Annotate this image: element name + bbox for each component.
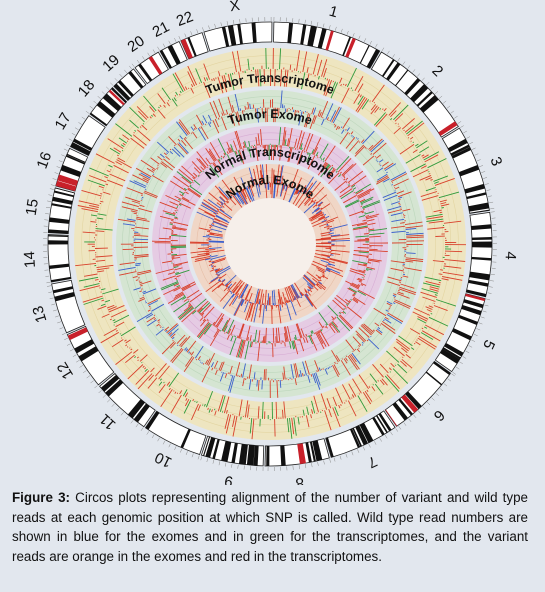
histogram-texture — [75, 47, 467, 440]
track-gridline — [178, 152, 362, 336]
chromosome-label: 17 — [52, 110, 75, 133]
histogram-texture — [160, 127, 388, 360]
histogram-texture — [79, 47, 460, 439]
histogram-texture — [118, 90, 424, 393]
chromosome-label: 2 — [428, 62, 446, 80]
chromosome-label: 1 — [327, 3, 340, 22]
chromosome-label: 8 — [295, 474, 305, 485]
track-gridline — [196, 170, 344, 318]
chromosome-label: 6 — [430, 406, 448, 424]
track-gridline — [165, 139, 375, 349]
center-disc — [224, 198, 316, 290]
chromosome-label: 14 — [21, 251, 39, 269]
track-gridline — [141, 115, 399, 373]
chromosome-label: 9 — [223, 472, 234, 485]
histogram-texture — [189, 164, 350, 325]
caption-label: Figure 3: — [12, 490, 70, 505]
chromosome-label: 4 — [502, 251, 519, 260]
chromosome-label: 5 — [479, 337, 498, 352]
histogram-texture — [117, 96, 425, 399]
ideogram-ticks — [43, 16, 498, 472]
chromosome-label: 18 — [75, 77, 99, 101]
track-gridline — [96, 70, 444, 418]
track-gridline — [134, 108, 406, 380]
chromosome-label: 11 — [96, 410, 119, 433]
histogram-texture — [151, 126, 389, 361]
track-gridline — [158, 132, 382, 356]
chromosome-label: 12 — [54, 359, 77, 382]
histogram-texture — [196, 164, 350, 324]
figure-caption: Figure 3: Circos plots representing alig… — [12, 488, 528, 566]
chromosome-label: 19 — [99, 51, 123, 75]
track-label: Tumor Exome — [226, 107, 314, 128]
chromosome-label: 15 — [23, 198, 42, 217]
track-gridline — [203, 177, 337, 311]
chromosome-label: X — [229, 0, 241, 15]
track-label-path: Tumor Exome — [226, 107, 314, 128]
chromosome-label: 20 — [124, 32, 147, 55]
chromosome-label: 10 — [152, 448, 174, 471]
chromosome-label: 3 — [487, 155, 506, 169]
caption-text: Circos plots representing alignment of t… — [12, 490, 528, 564]
chromosome-label: 21 — [150, 18, 173, 41]
track-gridline — [104, 78, 436, 410]
track-gridline — [81, 55, 459, 433]
track-background — [152, 126, 388, 362]
chromosome-label: 13 — [29, 304, 50, 325]
chromosome-label: 16 — [34, 150, 56, 172]
chromosome-label: 7 — [365, 452, 380, 471]
chromosome-label: 22 — [174, 8, 196, 30]
